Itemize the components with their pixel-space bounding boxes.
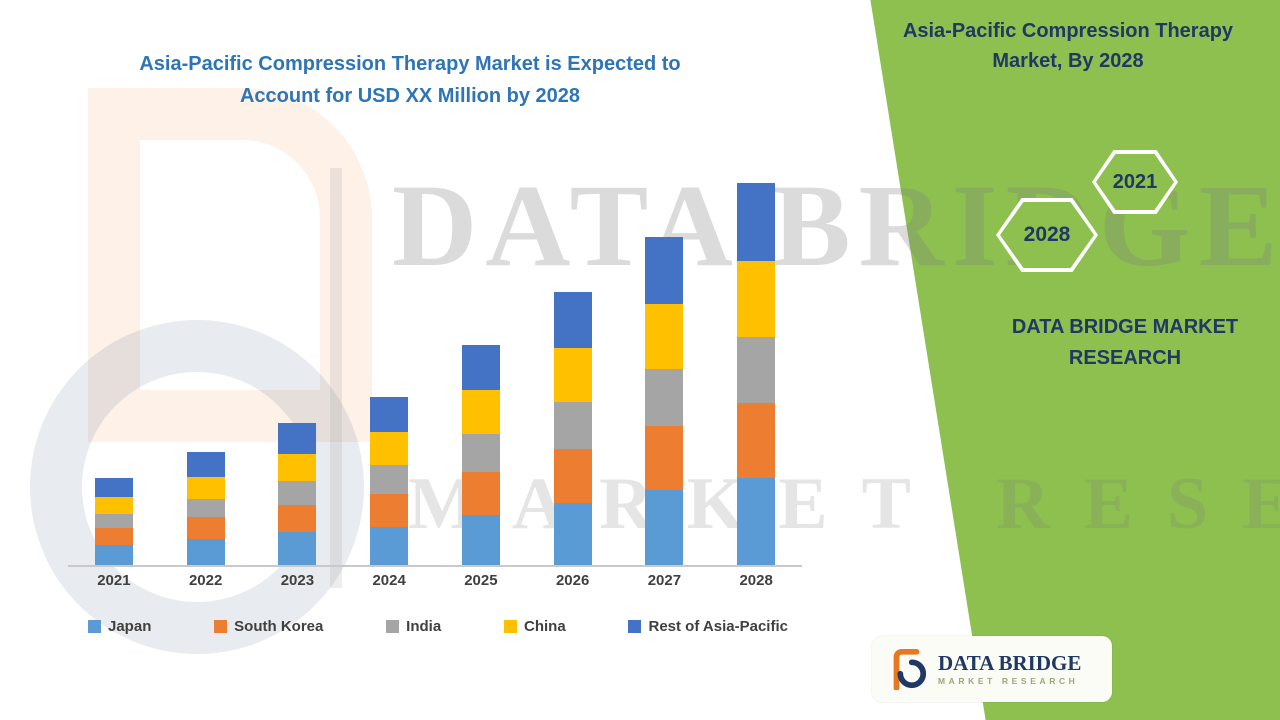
- plot-area: [68, 158, 802, 567]
- bar-segment-india: [737, 337, 776, 403]
- bar-segment-india: [278, 481, 317, 505]
- x-axis-label-2024: 2024: [372, 572, 406, 589]
- bar-segment-japan: [186, 539, 225, 565]
- bar-segment-rest-of-asia-pacific: [186, 452, 225, 477]
- bar-stack-2021: [94, 478, 133, 565]
- legend-swatch: [214, 620, 228, 633]
- chart-legend: Japan South Korea India China Rest of Asia-P…: [88, 618, 788, 635]
- bar-segment-china: [461, 390, 500, 434]
- x-axis-label-2023: 2023: [280, 572, 315, 589]
- data-bridge-logo-icon: [893, 648, 927, 690]
- logo-tagline: MARKET RESEARCH: [938, 676, 1079, 687]
- bar-stack-2022: [186, 452, 225, 565]
- bar-column-2024: [343, 158, 435, 565]
- bar-segment-rest-of-asia-pacific: [553, 292, 592, 348]
- bar-column-2027: [619, 158, 711, 565]
- chart-title-line2: Account for USD XX Million by 2028: [239, 85, 581, 107]
- bar-column-2028: [710, 158, 802, 565]
- bar-segment-rest-of-asia-pacific: [94, 478, 133, 497]
- legend-swatch: [628, 620, 642, 633]
- brand-text-line2: RESEARCH: [1068, 347, 1182, 369]
- legend-item-japan: Japan: [88, 618, 151, 635]
- panel-title-line2: Market, By 2028: [992, 50, 1144, 72]
- panel-title: Asia-Pacific Compression Therapy Market,…: [886, 16, 1250, 76]
- bar-segment-japan: [461, 515, 500, 565]
- hexagon-2021: 2021: [1092, 150, 1178, 214]
- legend-swatch: [504, 620, 517, 633]
- bar-segment-south-korea: [737, 403, 776, 478]
- watermark-logo-bar: [330, 168, 342, 588]
- bar-segment-india: [645, 369, 684, 426]
- bar-column-2021: [68, 158, 160, 565]
- legend-label: Japan: [108, 618, 152, 635]
- bar-stack-2025: [461, 345, 500, 565]
- bar-segment-japan: [553, 503, 592, 565]
- legend-item-china: China: [504, 618, 566, 635]
- bar-segment-india: [370, 465, 409, 494]
- x-axis-labels: 2021 2022 2023 2024 2025 2026 2027 2028: [68, 572, 802, 589]
- bar-segment-south-korea: [553, 449, 592, 503]
- chart-title-line1: Asia-Pacific Compression Therapy Market …: [139, 53, 681, 75]
- bar-stack-2027: [645, 237, 684, 565]
- bar-segment-china: [186, 477, 225, 499]
- bar-segment-china: [370, 432, 409, 465]
- x-axis-label-2021: 2021: [97, 572, 131, 589]
- bar-stack-2024: [370, 397, 409, 565]
- legend-item-rest-of-asia-pacific: Rest of Asia-Pacific: [628, 618, 788, 635]
- legend-label: India: [406, 618, 442, 635]
- legend-label: South Korea: [234, 618, 324, 635]
- x-axis-label-2022: 2022: [188, 572, 223, 589]
- bar-segment-rest-of-asia-pacific: [278, 423, 317, 454]
- legend-item-south-korea: South Korea: [214, 618, 323, 635]
- legend-swatch: [88, 620, 101, 633]
- bar-stack-2026: [553, 292, 592, 565]
- logo-card: DATA BRIDGE MARKET RESEARCH: [872, 636, 1112, 702]
- bar-segment-india: [94, 514, 133, 528]
- bar-stack-2023: [278, 423, 317, 565]
- bar-segment-rest-of-asia-pacific: [461, 345, 500, 390]
- bar-segment-japan: [94, 545, 133, 565]
- bar-segment-japan: [645, 490, 684, 565]
- bar-segment-japan: [370, 527, 409, 565]
- bar-segment-rest-of-asia-pacific: [370, 397, 409, 432]
- bar-segment-india: [186, 499, 225, 517]
- x-axis-label-2025: 2025: [464, 572, 498, 589]
- bar-segment-south-korea: [461, 472, 500, 515]
- bar-segment-china: [645, 304, 684, 369]
- logo-name: DATA BRIDGE: [938, 651, 1082, 676]
- bar-segment-china: [278, 454, 317, 481]
- legend-item-india: India: [386, 618, 441, 635]
- x-axis-label-2028: 2028: [739, 572, 773, 589]
- bar-column-2026: [527, 158, 619, 565]
- bar-segment-south-korea: [278, 505, 317, 532]
- bar-segment-rest-of-asia-pacific: [645, 237, 684, 304]
- bar-segment-china: [94, 497, 133, 514]
- logo-texts: DATA BRIDGE MARKET RESEARCH: [938, 651, 1081, 687]
- bar-segment-south-korea: [370, 494, 409, 527]
- legend-label: Rest of Asia-Pacific: [648, 618, 788, 635]
- x-axis-label-2027: 2027: [647, 572, 682, 589]
- legend-swatch: [386, 620, 400, 633]
- bar-column-2023: [252, 158, 344, 565]
- panel-title-line1: Asia-Pacific Compression Therapy: [902, 20, 1234, 42]
- brand-text: DATA BRIDGE MARKET RESEARCH: [978, 312, 1272, 374]
- bar-segment-japan: [278, 532, 317, 565]
- bar-segment-china: [553, 348, 592, 402]
- bar-segment-south-korea: [186, 517, 225, 539]
- x-axis-label-2026: 2026: [555, 572, 590, 589]
- hexagon-2028: 2028: [996, 198, 1098, 272]
- bar-segment-rest-of-asia-pacific: [737, 183, 776, 261]
- legend-label: China: [524, 618, 566, 635]
- bar-segment-india: [553, 402, 592, 449]
- chart-title: Asia-Pacific Compression Therapy Market …: [78, 48, 742, 112]
- bar-column-2025: [435, 158, 527, 565]
- bar-stack-2028: [737, 183, 776, 565]
- bar-segment-china: [737, 261, 776, 337]
- bar-segment-south-korea: [94, 528, 133, 545]
- brand-text-line1: DATA BRIDGE MARKET: [1011, 316, 1239, 338]
- bar-segment-japan: [737, 478, 776, 565]
- bar-segment-india: [461, 434, 500, 472]
- bar-segment-south-korea: [645, 426, 684, 490]
- bar-column-2022: [160, 158, 252, 565]
